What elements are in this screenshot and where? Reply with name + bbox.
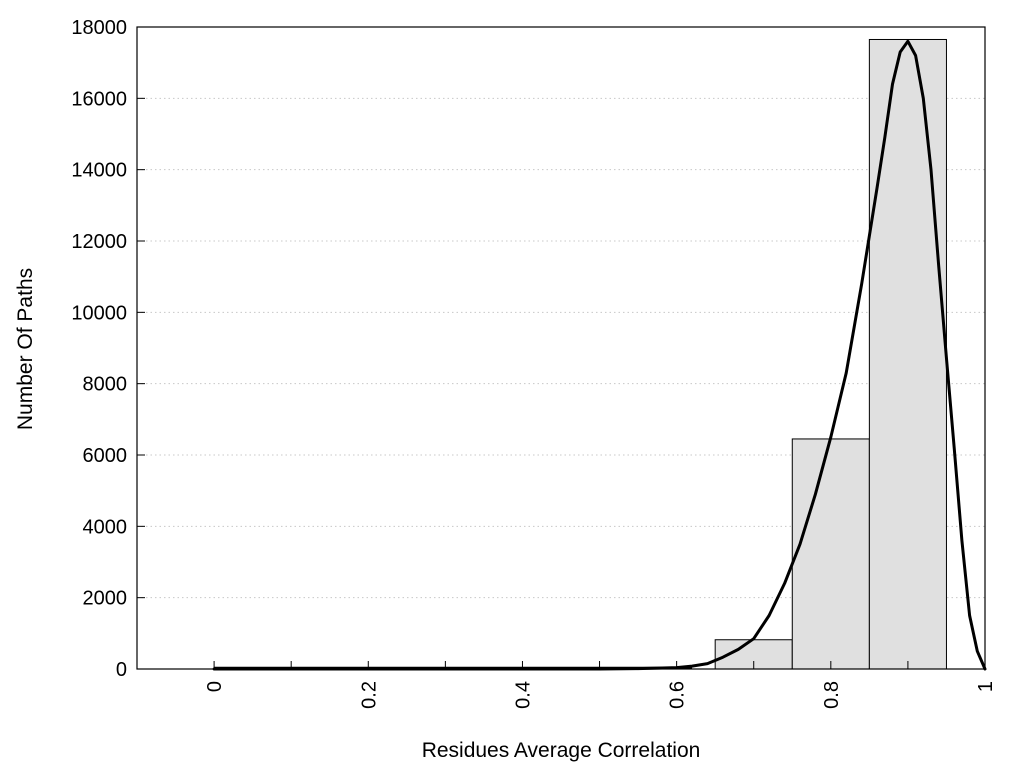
y-tick-label: 12000 — [71, 231, 127, 253]
y-tick-label: 0 — [116, 659, 127, 681]
histogram-bar — [868, 38, 947, 670]
y-tick-label: 6000 — [83, 445, 128, 467]
x-tick-label: 0.6 — [667, 681, 689, 709]
x-tick-label: 0 — [204, 681, 226, 692]
y-tick-label: 14000 — [71, 160, 127, 182]
x-tick-label: 1 — [975, 681, 997, 692]
y-axis-title: Number Of Paths — [14, 268, 37, 430]
y-tick-label: 8000 — [83, 374, 128, 396]
bars-layer — [714, 38, 947, 670]
x-tick-label: 0.4 — [512, 681, 534, 709]
y-tick-label: 4000 — [83, 516, 128, 538]
plot-frame — [136, 26, 986, 670]
x-tick-label: 0.8 — [821, 681, 843, 709]
histogram-bar — [791, 438, 870, 670]
labels-layer: 0 2000 4000 6000 8000 10000 12000 14000 16000 180… — [71, 17, 997, 709]
y-tick-label: 16000 — [71, 88, 127, 110]
ticks-layer — [137, 26, 986, 670]
y-tick-label: 10000 — [71, 302, 127, 324]
x-axis-title: Residues Average Correlation — [422, 739, 701, 762]
y-tick-label: 18000 — [71, 17, 127, 39]
y-tick-label: 2000 — [83, 588, 128, 610]
x-tick-label: 0.2 — [358, 681, 380, 709]
